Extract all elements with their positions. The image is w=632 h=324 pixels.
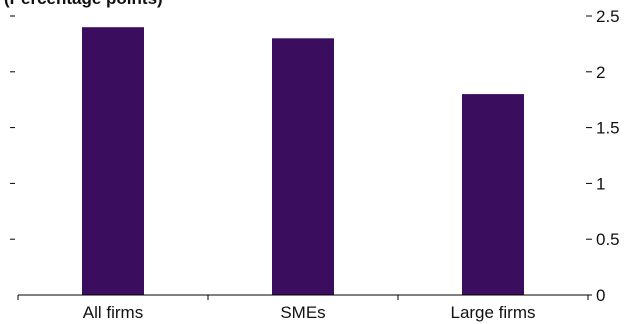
bar-large-firms [462, 94, 524, 295]
x-tick-label-large-firms: Large firms [450, 303, 535, 322]
ticks-group: All firms SMEs Large firms 0 0.5 1 1.5 2 2.5 [83, 7, 620, 322]
y-tick-label: 0.5 [596, 230, 620, 249]
y-tick-label: 2.5 [596, 7, 620, 26]
y-tick-label: 2 [596, 63, 605, 82]
bar-smes [272, 38, 334, 296]
x-tick-label-smes: SMEs [280, 303, 325, 322]
bar-all-firms [82, 27, 144, 295]
y-tick-label: 1.5 [596, 119, 620, 138]
axes-group [10, 15, 592, 300]
y-tick-label: 0 [596, 286, 605, 305]
y-tick-label: 1 [596, 174, 605, 193]
y-axis-title: (Percentage points) [4, 0, 163, 8]
bars-group [82, 27, 524, 296]
x-tick-label-all-firms: All firms [83, 303, 143, 322]
